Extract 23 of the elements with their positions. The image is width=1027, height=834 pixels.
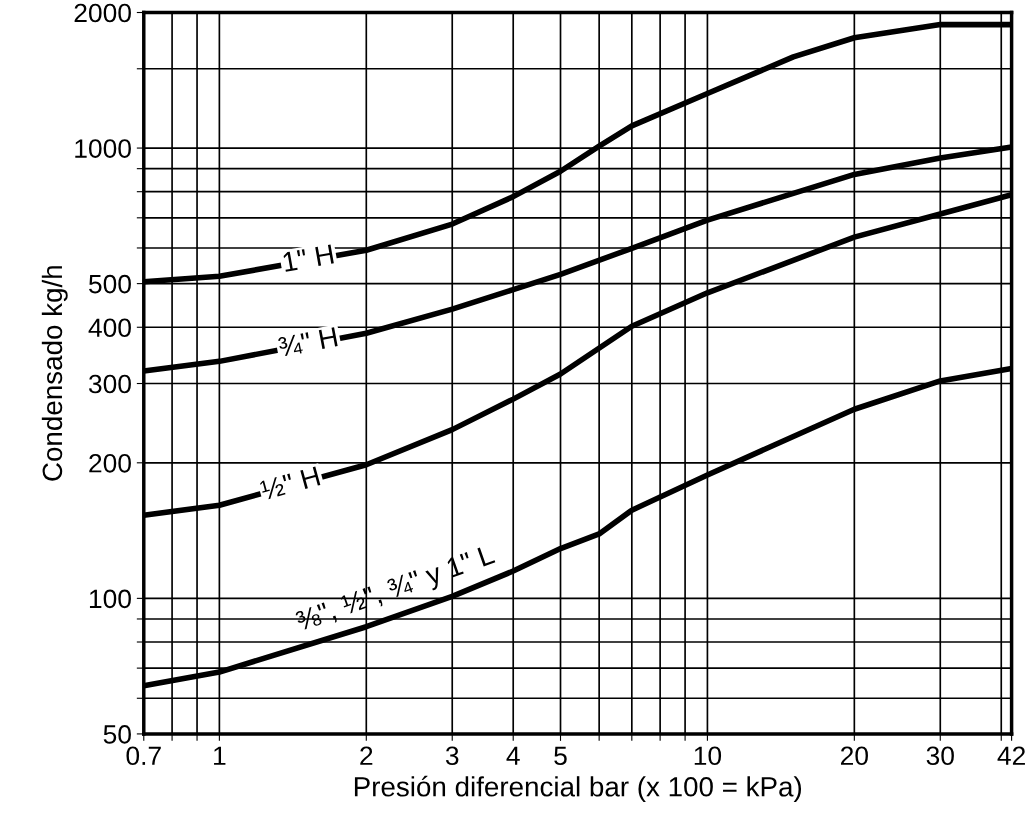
x-tick-label: 20 <box>840 746 868 766</box>
y-tick-label: 2000 <box>74 3 131 23</box>
x-tick-label: 42 <box>997 746 1025 765</box>
y-tick-label: 1000 <box>75 139 131 158</box>
y-tick-label: 100 <box>89 589 131 609</box>
y-tick-label: 400 <box>88 318 131 338</box>
text: 1" H <box>282 244 334 272</box>
x-tick-label: 10 <box>694 746 722 766</box>
y-tick-label: 500 <box>89 274 131 294</box>
x-tick-label: 3 <box>445 746 459 766</box>
y-tick-label: 200 <box>89 453 131 473</box>
x-axis-title: Presión diferencial bar (x 100 = kPa) <box>354 775 802 803</box>
y-tick-label: 300 <box>88 374 131 394</box>
x-tick-label: 30 <box>926 746 954 766</box>
y-tick-label: 50 <box>103 725 131 744</box>
x-tick-label: 2 <box>360 746 373 765</box>
x-tick-label: 0.7 <box>126 746 161 766</box>
text: ¾" H <box>277 327 338 358</box>
y-axis-title: Condensado kg/h <box>41 266 68 481</box>
x-tick-label: 4 <box>506 746 520 765</box>
text: ½" H <box>259 466 321 501</box>
x-tick-label: 1 <box>214 746 226 765</box>
x-tick-label: 5 <box>554 746 567 766</box>
